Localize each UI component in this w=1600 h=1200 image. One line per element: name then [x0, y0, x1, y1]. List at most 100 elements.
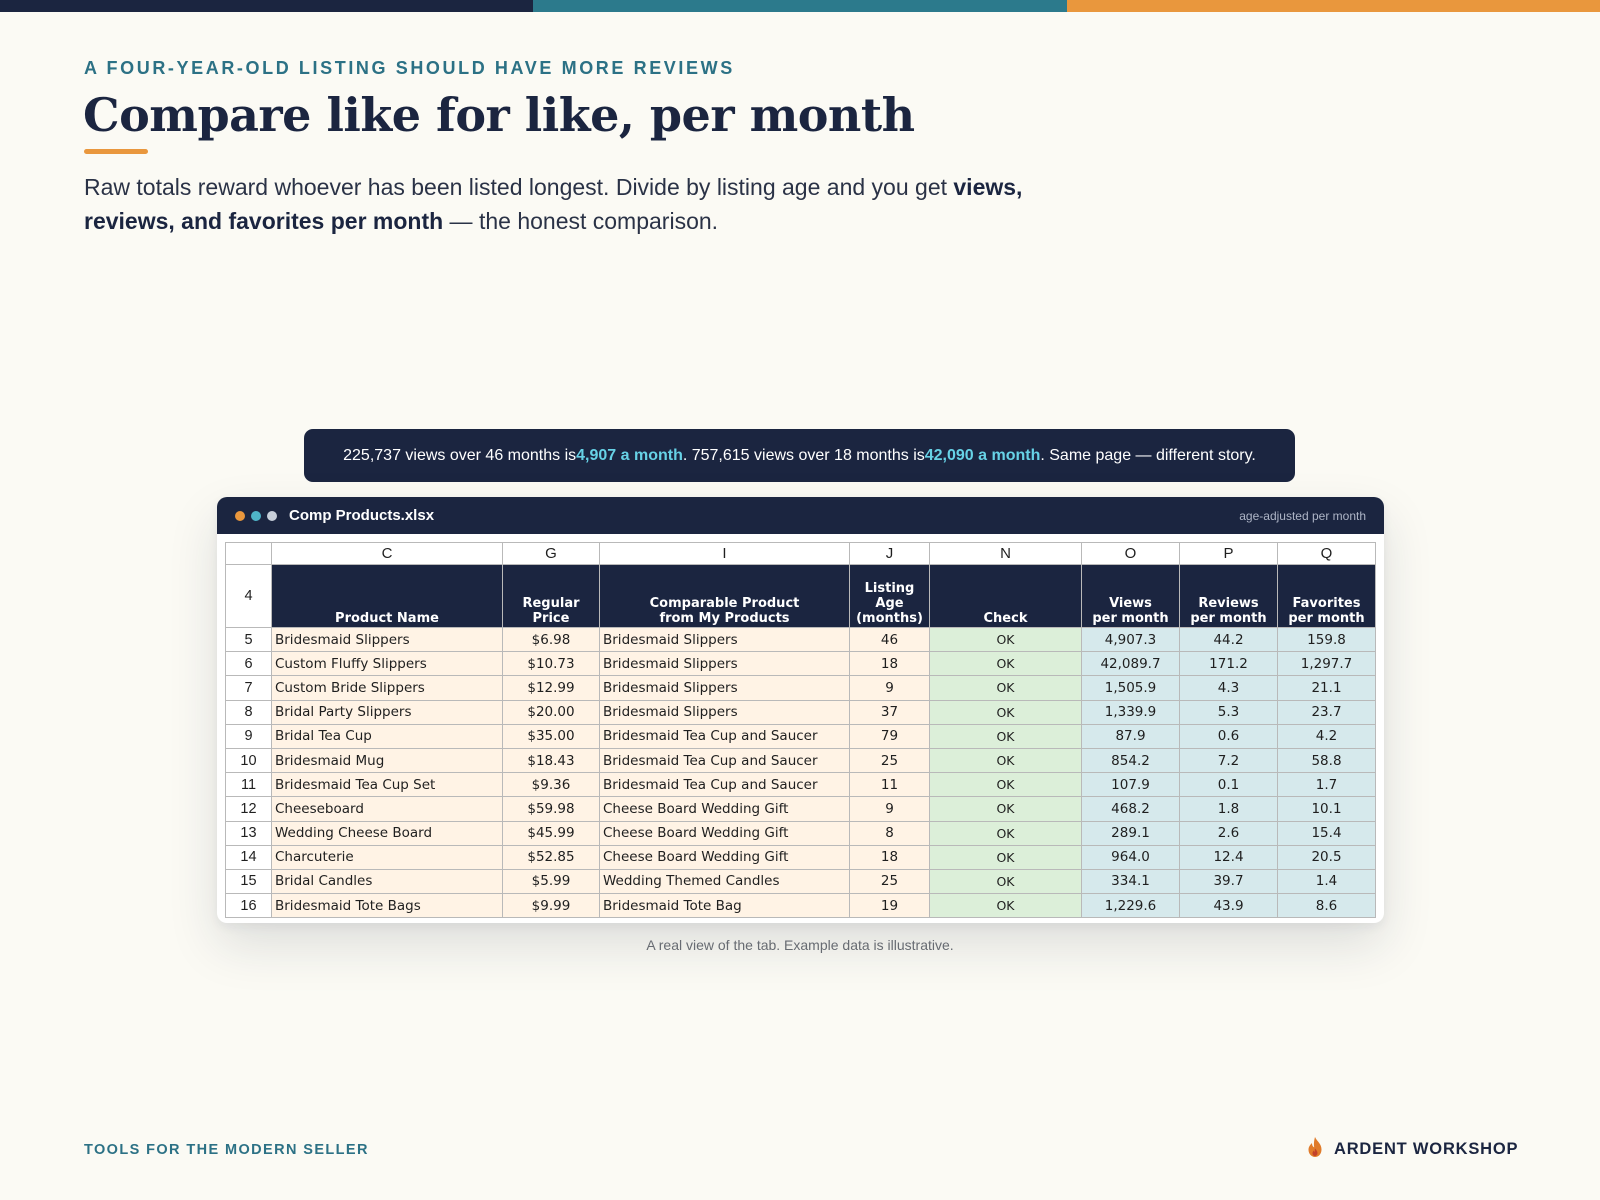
cell-reviews-per-month[interactable]: 4.3	[1179, 675, 1278, 701]
cell-comparable-product[interactable]: Cheese Board Wedding Gift	[599, 796, 850, 822]
cell-favorites-per-month[interactable]: 20.5	[1277, 844, 1376, 870]
cell-reviews-per-month[interactable]: 43.9	[1179, 893, 1278, 919]
header-cell-listing-age[interactable]: Listing Age (months)	[849, 564, 930, 628]
cell-product-name[interactable]: Bridal Tea Cup	[271, 723, 503, 749]
cell-product-name[interactable]: Wedding Cheese Board	[271, 820, 503, 846]
cell-regular-price[interactable]: $52.85	[502, 844, 600, 870]
cell-reviews-per-month[interactable]: 7.2	[1179, 747, 1278, 774]
cell-reviews-per-month[interactable]: 5.3	[1179, 699, 1278, 725]
cell-comparable-product[interactable]: Bridesmaid Tea Cup and Saucer	[599, 723, 850, 749]
cell-views-per-month[interactable]: 107.9	[1081, 772, 1180, 798]
cell-views-per-month[interactable]: 1,339.9	[1081, 699, 1180, 725]
row-number[interactable]: 8	[225, 699, 272, 725]
cell-favorites-per-month[interactable]: 1.4	[1277, 868, 1376, 895]
cell-views-per-month[interactable]: 334.1	[1081, 868, 1180, 895]
cell-listing-age[interactable]: 46	[849, 626, 930, 653]
cell-comparable-product[interactable]: Bridesmaid Tea Cup and Saucer	[599, 747, 850, 774]
cell-product-name[interactable]: Charcuterie	[271, 844, 503, 870]
cell-favorites-per-month[interactable]: 58.8	[1277, 747, 1376, 774]
row-number[interactable]: 10	[225, 747, 272, 774]
cell-product-name[interactable]: Bridal Party Slippers	[271, 699, 503, 725]
cell-reviews-per-month[interactable]: 44.2	[1179, 626, 1278, 653]
cell-comparable-product[interactable]: Cheese Board Wedding Gift	[599, 820, 850, 846]
cell-regular-price[interactable]: $9.99	[502, 893, 600, 919]
cell-comparable-product[interactable]: Bridesmaid Slippers	[599, 699, 850, 725]
cell-comparable-product[interactable]: Bridesmaid Slippers	[599, 626, 850, 653]
cell-reviews-per-month[interactable]: 171.2	[1179, 651, 1278, 677]
cell-views-per-month[interactable]: 468.2	[1081, 796, 1180, 822]
cell-listing-age[interactable]: 19	[849, 893, 930, 919]
header-cell-reviews-per-month[interactable]: Reviews per month	[1179, 564, 1278, 628]
header-cell-views-per-month[interactable]: Views per month	[1081, 564, 1180, 628]
cell-reviews-per-month[interactable]: 39.7	[1179, 868, 1278, 895]
cell-check[interactable]: OK	[929, 772, 1082, 798]
cell-check[interactable]: OK	[929, 820, 1082, 846]
header-cell-check[interactable]: Check	[929, 564, 1082, 628]
cell-regular-price[interactable]: $6.98	[502, 626, 600, 653]
row-number[interactable]: 7	[225, 675, 272, 701]
cell-comparable-product[interactable]: Cheese Board Wedding Gift	[599, 844, 850, 870]
cell-views-per-month[interactable]: 289.1	[1081, 820, 1180, 846]
cell-check[interactable]: OK	[929, 626, 1082, 653]
cell-product-name[interactable]: Cheeseboard	[271, 796, 503, 822]
header-cell-favorites-per-month[interactable]: Favorites per month	[1277, 564, 1376, 628]
row-number[interactable]: 6	[225, 651, 272, 677]
cell-listing-age[interactable]: 18	[849, 844, 930, 870]
cell-regular-price[interactable]: $45.99	[502, 820, 600, 846]
header-cell-product-name[interactable]: Product Name	[271, 564, 503, 628]
cell-views-per-month[interactable]: 1,505.9	[1081, 675, 1180, 701]
window-dot[interactable]	[235, 510, 245, 521]
cell-views-per-month[interactable]: 1,229.6	[1081, 893, 1180, 919]
cell-product-name[interactable]: Bridal Candles	[271, 868, 503, 895]
row-number[interactable]: 14	[225, 844, 272, 870]
row-number[interactable]: 13	[225, 820, 272, 846]
cell-views-per-month[interactable]: 42,089.7	[1081, 651, 1180, 677]
cell-listing-age[interactable]: 11	[849, 772, 930, 798]
cell-favorites-per-month[interactable]: 21.1	[1277, 675, 1376, 701]
cell-regular-price[interactable]: $59.98	[502, 796, 600, 822]
cell-listing-age[interactable]: 9	[849, 796, 930, 822]
cell-regular-price[interactable]: $10.73	[502, 651, 600, 677]
cell-favorites-per-month[interactable]: 8.6	[1277, 893, 1376, 919]
cell-favorites-per-month[interactable]: 10.1	[1277, 796, 1376, 822]
cell-comparable-product[interactable]: Wedding Themed Candles	[599, 868, 850, 895]
cell-check[interactable]: OK	[929, 893, 1082, 919]
cell-listing-age[interactable]: 18	[849, 651, 930, 677]
cell-listing-age[interactable]: 79	[849, 723, 930, 749]
cell-reviews-per-month[interactable]: 0.1	[1179, 772, 1278, 798]
cell-comparable-product[interactable]: Bridesmaid Tea Cup and Saucer	[599, 772, 850, 798]
cell-listing-age[interactable]: 9	[849, 675, 930, 701]
cell-regular-price[interactable]: $20.00	[502, 699, 600, 725]
cell-check[interactable]: OK	[929, 868, 1082, 895]
cell-views-per-month[interactable]: 87.9	[1081, 723, 1180, 749]
row-number[interactable]: 4	[225, 564, 272, 628]
cell-comparable-product[interactable]: Bridesmaid Tote Bag	[599, 893, 850, 919]
cell-regular-price[interactable]: $9.36	[502, 772, 600, 798]
cell-comparable-product[interactable]: Bridesmaid Slippers	[599, 651, 850, 677]
cell-product-name[interactable]: Bridesmaid Tea Cup Set	[271, 772, 503, 798]
cell-check[interactable]: OK	[929, 675, 1082, 701]
cell-product-name[interactable]: Bridesmaid Tote Bags	[271, 893, 503, 919]
cell-product-name[interactable]: Bridesmaid Slippers	[271, 626, 503, 653]
cell-favorites-per-month[interactable]: 1,297.7	[1277, 651, 1376, 677]
row-number[interactable]: 12	[225, 796, 272, 822]
cell-views-per-month[interactable]: 964.0	[1081, 844, 1180, 870]
row-number[interactable]: 9	[225, 723, 272, 749]
cell-product-name[interactable]: Bridesmaid Mug	[271, 747, 503, 774]
cell-check[interactable]: OK	[929, 651, 1082, 677]
cell-views-per-month[interactable]: 854.2	[1081, 747, 1180, 774]
cell-listing-age[interactable]: 25	[849, 747, 930, 774]
cell-product-name[interactable]: Custom Fluffy Slippers	[271, 651, 503, 677]
row-number[interactable]: 16	[225, 893, 272, 919]
column-letter[interactable]: I	[599, 542, 850, 565]
cell-regular-price[interactable]: $5.99	[502, 868, 600, 895]
cell-favorites-per-month[interactable]: 1.7	[1277, 772, 1376, 798]
cell-reviews-per-month[interactable]: 12.4	[1179, 844, 1278, 870]
column-letter[interactable]: C	[271, 542, 503, 565]
cell-favorites-per-month[interactable]: 15.4	[1277, 820, 1376, 846]
header-cell-regular-price[interactable]: Regular Price	[502, 564, 600, 628]
cell-check[interactable]: OK	[929, 699, 1082, 725]
cell-regular-price[interactable]: $12.99	[502, 675, 600, 701]
cell-comparable-product[interactable]: Bridesmaid Slippers	[599, 675, 850, 701]
spreadsheet-grid[interactable]: C G I J N O P Q 4 Product Name Regular Pr…	[225, 542, 1376, 919]
